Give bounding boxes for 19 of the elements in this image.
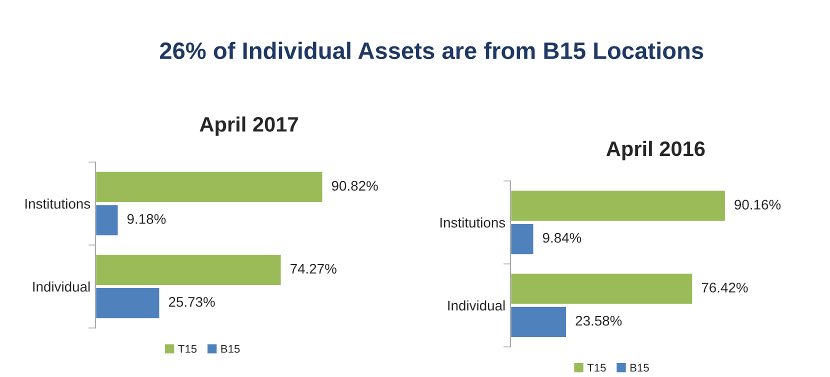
- data-label: 23.58%: [576, 316, 622, 326]
- chart-title: April 2017: [200, 116, 298, 136]
- data-label: 76.42%: [702, 282, 748, 293]
- data-label: 9.84%: [542, 232, 582, 243]
- legend-label: B15: [221, 345, 240, 353]
- legend-label: B15: [630, 364, 649, 372]
- chart-title: April 2016: [606, 140, 705, 160]
- y-tick-label: Individual: [33, 281, 90, 292]
- data-label: 90.82%: [332, 180, 378, 191]
- legend-label: T15: [587, 364, 606, 372]
- data-label: 25.73%: [168, 297, 215, 307]
- data-label: 90.16%: [734, 200, 781, 210]
- data-label: 74.27%: [290, 264, 336, 274]
- y-tick-label: Institutions: [25, 198, 90, 209]
- data-label: 9.18%: [127, 214, 166, 224]
- text: 26% of Individual Assets are from B15 Locations: [160, 42, 704, 60]
- legend-label: T15: [178, 345, 197, 353]
- y-tick-label: Individual: [448, 300, 505, 311]
- y-tick-label: Institutions: [440, 217, 506, 228]
